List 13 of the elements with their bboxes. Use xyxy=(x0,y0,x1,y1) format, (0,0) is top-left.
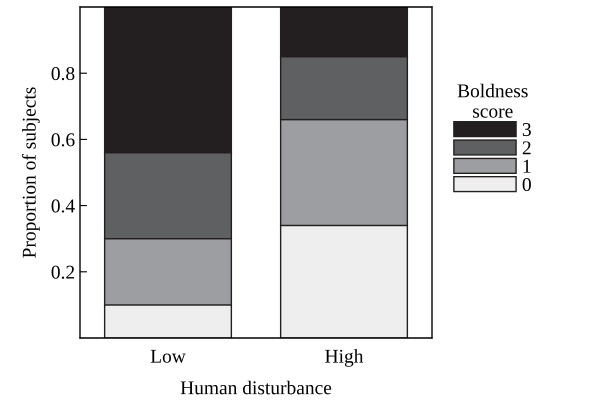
legend-label: 3 xyxy=(522,123,531,136)
y-tick-label: 0.2 xyxy=(52,266,74,279)
y-tick-label: 0.6 xyxy=(52,133,75,146)
legend-label: 1 xyxy=(524,160,530,173)
x-tick-label: Low xyxy=(150,350,186,363)
y-axis-title: Proportion of subjects xyxy=(22,87,40,258)
x-axis-title: Human disturbance xyxy=(180,380,332,394)
legend-label: 0 xyxy=(522,178,531,192)
x-tick-label: High xyxy=(325,349,364,367)
y-tick-label: 0.4 xyxy=(52,199,75,213)
legend-title: Boldness score xyxy=(458,84,528,118)
y-tick-label: 0.8 xyxy=(52,67,74,80)
legend-label: 2 xyxy=(522,141,531,154)
